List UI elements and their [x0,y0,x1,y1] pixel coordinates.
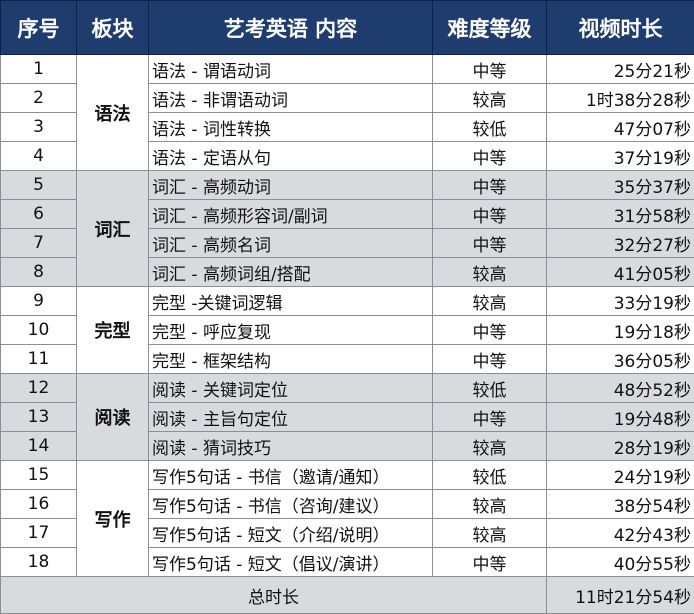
row-content: 阅读 - 主旨句定位 [149,403,433,432]
row-content: 词汇 - 高频动词 [149,171,433,200]
row-duration: 19分18秒 [547,316,694,345]
row-content: 词汇 - 高频形容词/副词 [149,200,433,229]
header-content: 艺考英语 内容 [149,1,433,55]
row-content: 词汇 - 高频名词 [149,229,433,258]
row-content: 完型 - 框架结构 [149,345,433,374]
row-content: 语法 - 词性转换 [149,113,433,142]
row-index: 4 [1,142,77,171]
row-level: 较低 [433,374,547,403]
total-label: 总时长 [1,577,547,614]
row-level: 较低 [433,461,547,490]
row-level: 中等 [433,229,547,258]
row-index: 8 [1,258,77,287]
row-level: 较高 [433,84,547,113]
row-index: 6 [1,200,77,229]
row-duration: 32分27秒 [547,229,694,258]
row-index: 1 [1,55,77,84]
row-duration: 37分19秒 [547,142,694,171]
row-level: 较高 [433,519,547,548]
row-content: 词汇 - 高频词组/搭配 [149,258,433,287]
row-content: 完型 - 呼应复现 [149,316,433,345]
row-duration: 28分19秒 [547,432,694,461]
row-level: 中等 [433,345,547,374]
category-cell: 阅读 [77,374,149,461]
row-index: 12 [1,374,77,403]
header-index: 序号 [1,1,77,55]
header-duration: 视频时长 [547,1,694,55]
row-index: 18 [1,548,77,577]
row-level: 中等 [433,403,547,432]
row-level: 较低 [433,113,547,142]
row-content: 语法 - 非谓语动词 [149,84,433,113]
row-duration: 33分19秒 [547,287,694,316]
row-duration: 47分07秒 [547,113,694,142]
row-level: 较高 [433,432,547,461]
row-duration: 38分54秒 [547,490,694,519]
header-level: 难度等级 [433,1,547,55]
row-index: 14 [1,432,77,461]
row-content: 写作5句话 - 短文（倡议/演讲） [149,548,433,577]
category-cell: 词汇 [77,171,149,287]
row-content: 语法 - 定语从句 [149,142,433,171]
row-index: 17 [1,519,77,548]
row-level: 中等 [433,55,547,84]
category-cell: 完型 [77,287,149,374]
row-content: 完型 -关键词逻辑 [149,287,433,316]
row-index: 11 [1,345,77,374]
row-duration: 35分37秒 [547,171,694,200]
row-index: 5 [1,171,77,200]
row-duration: 24分19秒 [547,461,694,490]
row-index: 7 [1,229,77,258]
row-content: 语法 - 谓语动词 [149,55,433,84]
row-level: 中等 [433,316,547,345]
total-row: 总时长 11时21分54秒 [1,577,694,614]
row-index: 10 [1,316,77,345]
row-index: 2 [1,84,77,113]
row-content: 阅读 - 关键词定位 [149,374,433,403]
row-level: 较高 [433,490,547,519]
row-duration: 1时38分28秒 [547,84,694,113]
category-cell: 写作 [77,461,149,577]
row-index: 15 [1,461,77,490]
row-duration: 41分05秒 [547,258,694,287]
row-level: 中等 [433,142,547,171]
row-level: 中等 [433,171,547,200]
row-index: 16 [1,490,77,519]
row-level: 中等 [433,200,547,229]
row-duration: 42分43秒 [547,519,694,548]
row-duration: 36分05秒 [547,345,694,374]
header-row: 序号 板块 艺考英语 内容 难度等级 视频时长 [1,1,694,55]
category-cell: 语法 [77,55,149,171]
row-duration: 40分55秒 [547,548,694,577]
row-level: 较高 [433,258,547,287]
row-content: 阅读 - 猜词技巧 [149,432,433,461]
row-duration: 25分21秒 [547,55,694,84]
row-duration: 31分58秒 [547,200,694,229]
row-content: 写作5句话 - 短文（介绍/说明） [149,519,433,548]
row-duration: 48分52秒 [547,374,694,403]
row-index: 3 [1,113,77,142]
row-level: 中等 [433,548,547,577]
header-category: 板块 [77,1,149,55]
row-index: 13 [1,403,77,432]
row-index: 9 [1,287,77,316]
row-level: 较高 [433,287,547,316]
row-content: 写作5句话 - 书信（邀请/通知） [149,461,433,490]
row-duration: 19分48秒 [547,403,694,432]
total-value: 11时21分54秒 [547,577,694,614]
row-content: 写作5句话 - 书信（咨询/建议） [149,490,433,519]
